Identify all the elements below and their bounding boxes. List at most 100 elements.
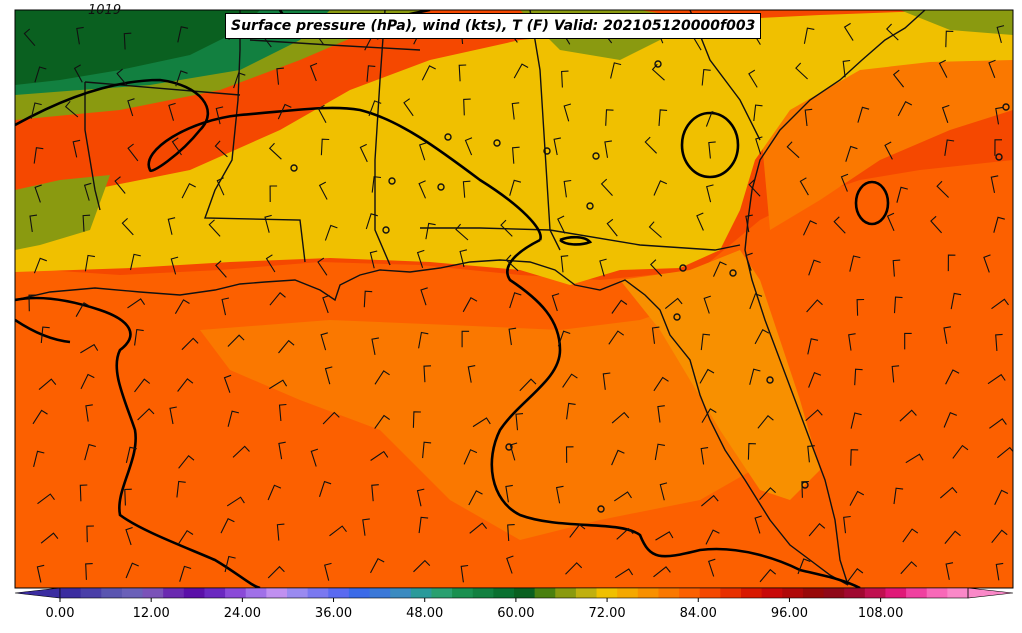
wind-barb [178,455,195,469]
wind-barb [705,110,719,127]
wind-barb [902,528,919,543]
wind-barb [519,378,537,392]
wind-barb [808,259,821,276]
wind-barb [170,256,179,275]
wind-barb [38,378,57,391]
wind-barb [509,179,522,196]
wind-barb [413,559,431,573]
wind-barb [267,565,285,579]
wind-barb [310,448,319,467]
wind-barb [557,215,566,234]
wind-barb [223,374,232,393]
wind-barb [167,217,176,235]
wind-barb [648,221,662,238]
state-border-8 [249,39,421,51]
wind-barb [509,442,518,461]
wind-barb [745,252,753,271]
calm-wind-circle [679,264,687,272]
wind-barb [461,330,470,348]
wind-barb [464,137,473,156]
calm-wind-circle [437,183,445,191]
colorbar-segment [390,588,412,598]
wind-barb [701,494,719,507]
colorbar-segment [885,588,907,598]
wind-barb [659,482,668,501]
wind-barb [850,412,862,429]
wind-barb [699,368,715,384]
calm-wind-circle [505,443,513,451]
wind-barb [221,297,230,316]
wind-barb [856,298,865,316]
wind-barb [30,102,42,119]
calm-wind-circle [543,147,551,155]
wind-barb [843,22,854,41]
wind-barb [797,558,811,575]
wind-barb [459,249,468,268]
wind-barb [175,70,188,87]
colorbar-segment [60,588,82,598]
wind-barb [83,182,92,201]
wind-barb [896,186,908,203]
wind-barb [320,332,328,351]
wind-barb [40,326,50,344]
wind-barb [759,487,776,500]
colorbar-segment [782,588,804,598]
wind-barb [565,562,583,575]
colorbar-segment [617,588,639,598]
wind-barb [602,372,611,390]
wind-barb [900,561,918,575]
wind-barb [422,441,432,459]
wind-barb [276,67,284,85]
wind-barb [708,141,716,159]
wind-barb [84,443,96,461]
wind-barb [658,109,668,126]
calm-wind-circle [654,60,662,68]
wind-barb [943,411,958,428]
wind-barb [216,177,225,196]
colorbar-segment [472,588,494,598]
colorbar-segment [307,588,329,598]
colorbar-segment [514,588,536,598]
colorbar-tick-label: 108.00 [857,606,904,621]
wind-barb [833,216,846,234]
wind-barb [324,562,332,581]
wind-barb [950,292,962,310]
colorbar-tick-label: 84.00 [679,606,717,621]
wind-barb [995,562,1004,581]
wind-barb [847,568,864,582]
wind-barb [848,333,856,351]
wind-barb [324,366,333,385]
wind-barb [893,296,903,314]
colorbar-segment [534,588,556,598]
wind-barb [370,557,385,574]
colorbar-tick-label: 96.00 [770,606,809,621]
wind-barb [269,185,278,203]
wind-barb [905,453,924,464]
wind-barb [807,338,819,355]
field-yellow [15,12,1013,285]
wind-barb [227,410,240,427]
isobar-1 [15,78,542,241]
wind-barb [467,365,476,383]
wind-barb [563,103,572,122]
wind-barb [168,102,176,121]
wind-barb [757,415,774,429]
wind-barb [366,65,376,82]
wind-barb [945,369,960,385]
wind-barb [181,183,196,199]
wind-barb [952,444,969,459]
wind-barb [553,137,562,156]
wind-barb [369,250,378,269]
wind-barb [991,529,1008,544]
wind-barb [511,102,520,120]
wind-barb [557,330,571,347]
wind-barb [509,292,522,309]
wind-barb [505,254,519,272]
wind-barb [269,379,288,390]
wind-barb [214,140,228,158]
calm-wind-circle [290,164,298,172]
wind-barb [318,181,328,200]
wind-barb [80,373,95,390]
wind-barb [37,493,55,505]
wind-barb [233,72,246,89]
